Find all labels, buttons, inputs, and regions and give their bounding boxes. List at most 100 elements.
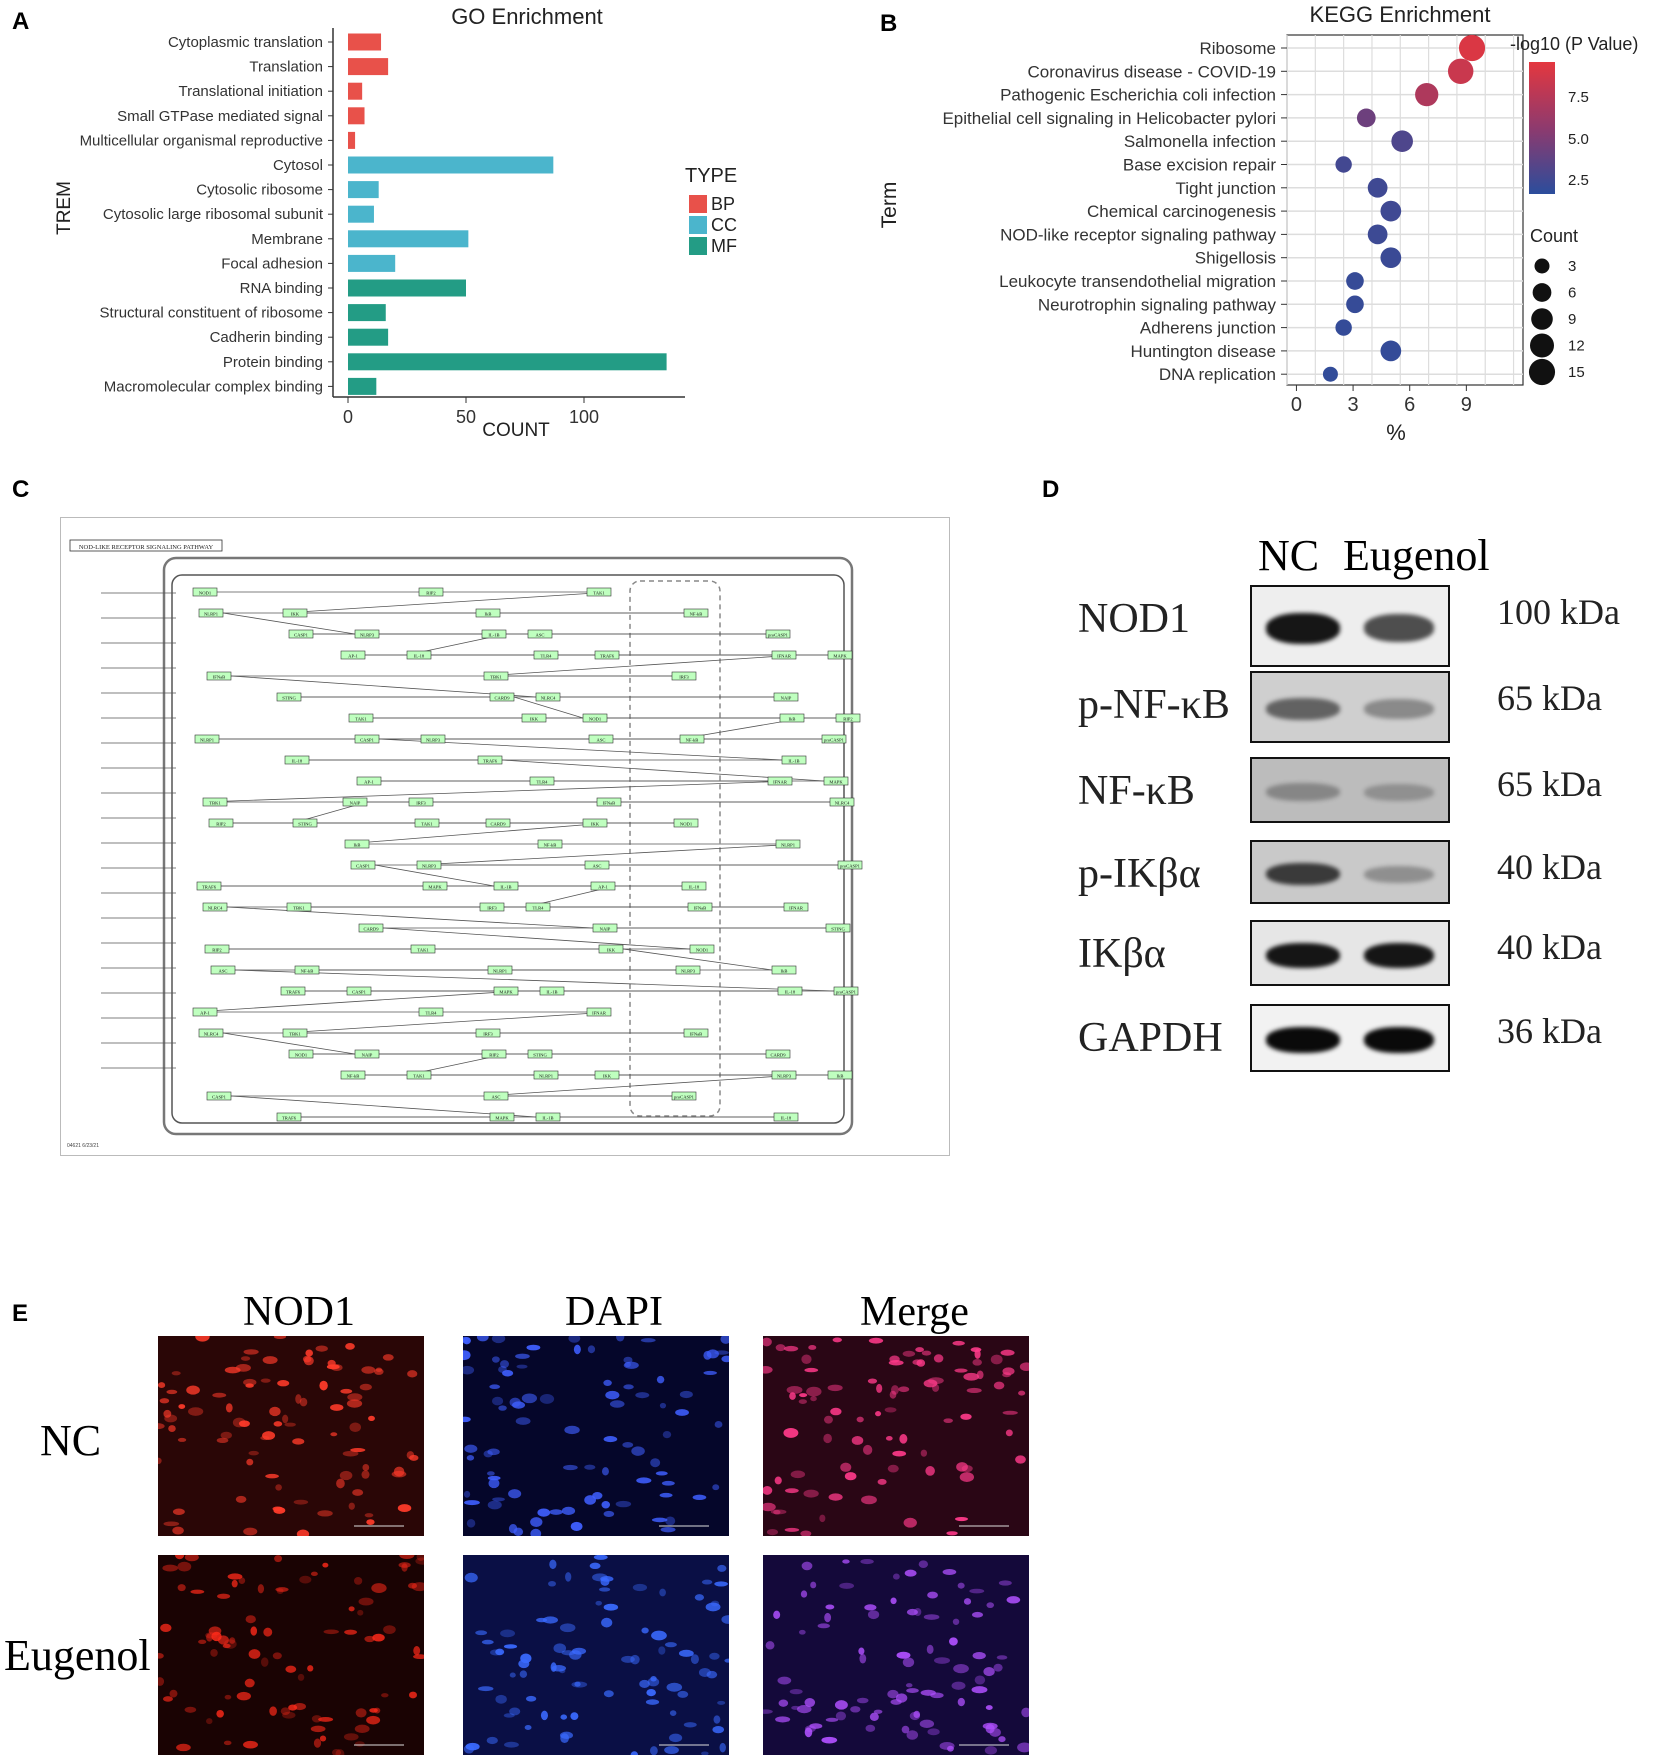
cell-nucleus bbox=[659, 1588, 666, 1597]
svg-text:MAPK: MAPK bbox=[499, 990, 513, 995]
cell-nucleus bbox=[823, 1415, 833, 1424]
kegg-point bbox=[1367, 224, 1388, 245]
cell-nucleus bbox=[719, 1742, 726, 1753]
wb-band bbox=[1266, 942, 1340, 968]
cell-nucleus bbox=[397, 1504, 412, 1512]
cell-nucleus bbox=[406, 1451, 415, 1460]
cell-nucleus bbox=[331, 1749, 341, 1755]
svg-text:proCASP1: proCASP1 bbox=[840, 864, 861, 869]
pathway-gene-box: NLRP1 bbox=[194, 734, 220, 744]
cell-nucleus bbox=[775, 1344, 786, 1352]
svg-text:IL-1B: IL-1B bbox=[488, 633, 499, 638]
cell-nucleus bbox=[285, 1665, 297, 1673]
cell-nucleus bbox=[398, 1562, 411, 1568]
cell-nucleus bbox=[186, 1385, 200, 1395]
pathway-gene-box: IKK bbox=[582, 818, 608, 828]
cell-nucleus bbox=[622, 1442, 634, 1448]
color-legend-label: 2.5 bbox=[1568, 172, 1589, 189]
cell-nucleus bbox=[488, 1478, 500, 1489]
cell-nucleus bbox=[933, 1354, 944, 1363]
cell-nucleus bbox=[171, 1371, 181, 1376]
cell-nucleus bbox=[971, 1611, 984, 1618]
cell-nucleus bbox=[664, 1746, 679, 1755]
cell-nucleus bbox=[712, 1484, 720, 1491]
color-legend-label: 5.0 bbox=[1568, 131, 1589, 148]
svg-text:NAIP: NAIP bbox=[350, 801, 361, 806]
pathway-gene-box: AP-1 bbox=[590, 881, 616, 891]
size-legend-dot bbox=[1534, 258, 1550, 274]
size-legend-dot bbox=[1532, 283, 1552, 302]
cell-nucleus bbox=[784, 1488, 799, 1494]
cell-nucleus bbox=[530, 1528, 542, 1536]
svg-text:TBK1: TBK1 bbox=[289, 1032, 301, 1037]
cell-nucleus bbox=[603, 1603, 619, 1611]
svg-text:TAK1: TAK1 bbox=[421, 822, 433, 827]
wb-blot-strip bbox=[1250, 840, 1450, 904]
cell-nucleus bbox=[348, 1502, 355, 1510]
wb-protein-label: IKβα bbox=[1078, 931, 1166, 977]
cell-nucleus bbox=[593, 1555, 608, 1560]
cell-nucleus bbox=[851, 1436, 864, 1445]
cell-nucleus bbox=[229, 1637, 236, 1644]
cell-nucleus bbox=[310, 1571, 318, 1577]
wb-band bbox=[1364, 614, 1434, 642]
cell-nucleus bbox=[530, 1517, 543, 1527]
cell-nucleus bbox=[821, 1736, 838, 1744]
cell-nucleus bbox=[986, 1602, 995, 1609]
cell-nucleus bbox=[927, 1377, 944, 1385]
cell-nucleus bbox=[584, 1495, 596, 1505]
cell-nucleus bbox=[763, 1709, 773, 1714]
cell-nucleus bbox=[959, 1472, 975, 1482]
cell-nucleus bbox=[168, 1425, 176, 1432]
wb-kda-label: 65 kDa bbox=[1497, 764, 1602, 804]
kegg-point bbox=[1380, 200, 1402, 222]
svg-text:NOD1: NOD1 bbox=[680, 822, 693, 827]
cell-nucleus bbox=[650, 1746, 658, 1755]
panel-label-d: D bbox=[1042, 476, 1060, 503]
cell-nucleus bbox=[889, 1355, 900, 1363]
cell-nucleus bbox=[905, 1683, 913, 1688]
cell-nucleus bbox=[346, 1399, 363, 1408]
cell-nucleus bbox=[763, 1502, 776, 1512]
color-legend-title: -log10 (P Value) bbox=[1510, 34, 1638, 54]
svg-text:TLR4: TLR4 bbox=[533, 906, 545, 911]
wb-blot-strip bbox=[1250, 585, 1450, 667]
cell-nucleus bbox=[930, 1692, 944, 1699]
cell-nucleus bbox=[658, 1646, 666, 1655]
pathway-gene-box: TLR4 bbox=[533, 650, 559, 660]
cell-nucleus bbox=[646, 1688, 656, 1697]
cell-nucleus bbox=[662, 1430, 672, 1439]
cell-nucleus bbox=[275, 1587, 289, 1592]
pathway-gene-box: STING bbox=[825, 923, 851, 933]
cell-nucleus bbox=[717, 1564, 727, 1572]
go-legend-swatch bbox=[689, 237, 707, 255]
cell-nucleus bbox=[703, 1370, 717, 1376]
cell-nucleus bbox=[605, 1390, 620, 1400]
pathway-gene-box: CARD9 bbox=[485, 818, 511, 828]
cell-nucleus bbox=[217, 1593, 231, 1599]
svg-text:IFNAR: IFNAR bbox=[777, 654, 792, 659]
pathway-gene-box: IKK bbox=[598, 944, 624, 954]
cell-nucleus bbox=[354, 1724, 370, 1733]
cell-nucleus bbox=[413, 1654, 424, 1660]
cell-nucleus bbox=[721, 1355, 729, 1363]
pathway-gene-box: TBK1 bbox=[483, 671, 509, 681]
cell-nucleus bbox=[824, 1612, 832, 1623]
svg-text:ASC: ASC bbox=[597, 738, 606, 743]
svg-text:RIP2: RIP2 bbox=[843, 717, 853, 722]
cell-nucleus bbox=[273, 1336, 287, 1340]
pathway-gene-box: IFNAR bbox=[586, 1007, 612, 1017]
wb-blot-strip bbox=[1250, 671, 1450, 743]
cell-nucleus bbox=[868, 1337, 884, 1344]
cell-nucleus bbox=[932, 1383, 940, 1392]
cell-nucleus bbox=[158, 1382, 166, 1389]
cell-nucleus bbox=[250, 1626, 258, 1636]
cell-nucleus bbox=[666, 1682, 683, 1692]
svg-text:STING: STING bbox=[831, 927, 845, 932]
cell-nucleus bbox=[177, 1584, 186, 1592]
cell-nucleus bbox=[893, 1573, 900, 1580]
cell-nucleus bbox=[960, 1413, 972, 1420]
cell-nucleus bbox=[801, 1561, 813, 1571]
svg-text:NF-kB: NF-kB bbox=[301, 969, 314, 974]
cell-nucleus bbox=[323, 1629, 339, 1635]
